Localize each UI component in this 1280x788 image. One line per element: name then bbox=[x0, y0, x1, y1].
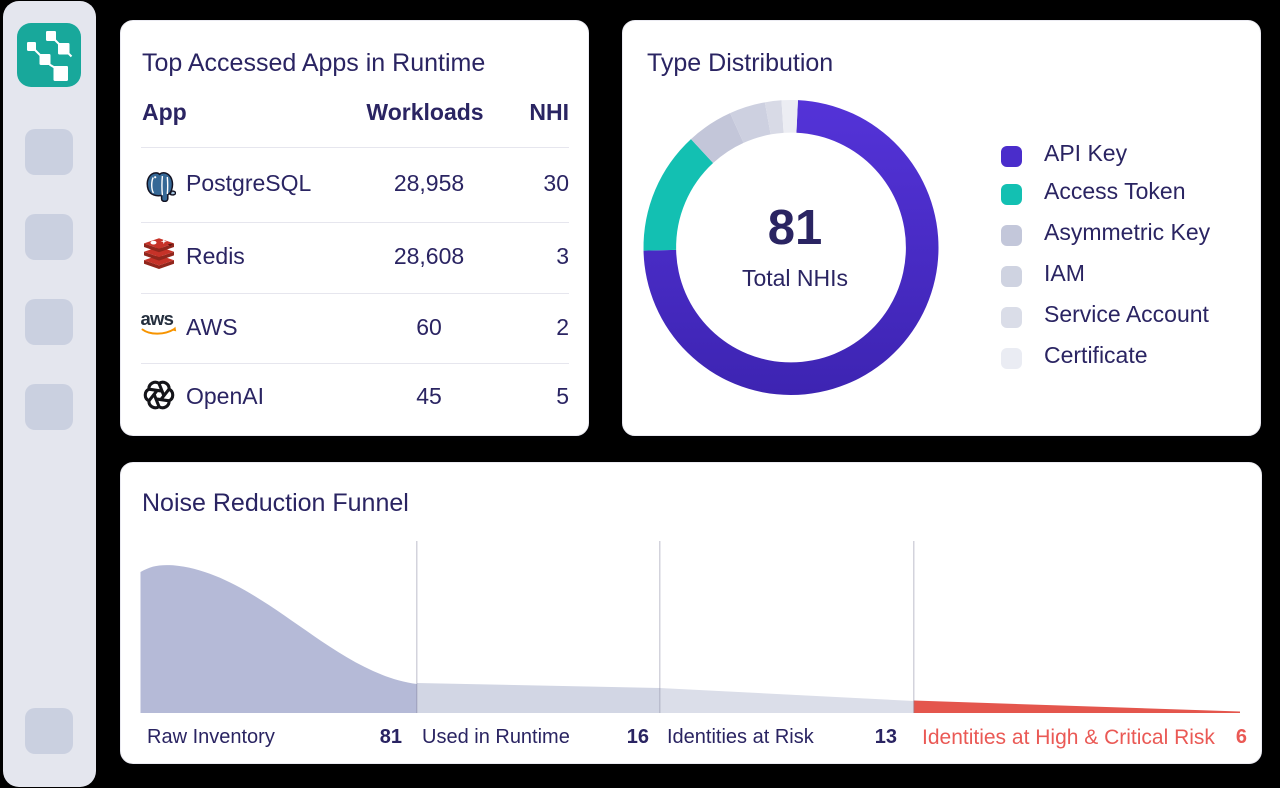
svg-text:aws: aws bbox=[141, 309, 174, 329]
